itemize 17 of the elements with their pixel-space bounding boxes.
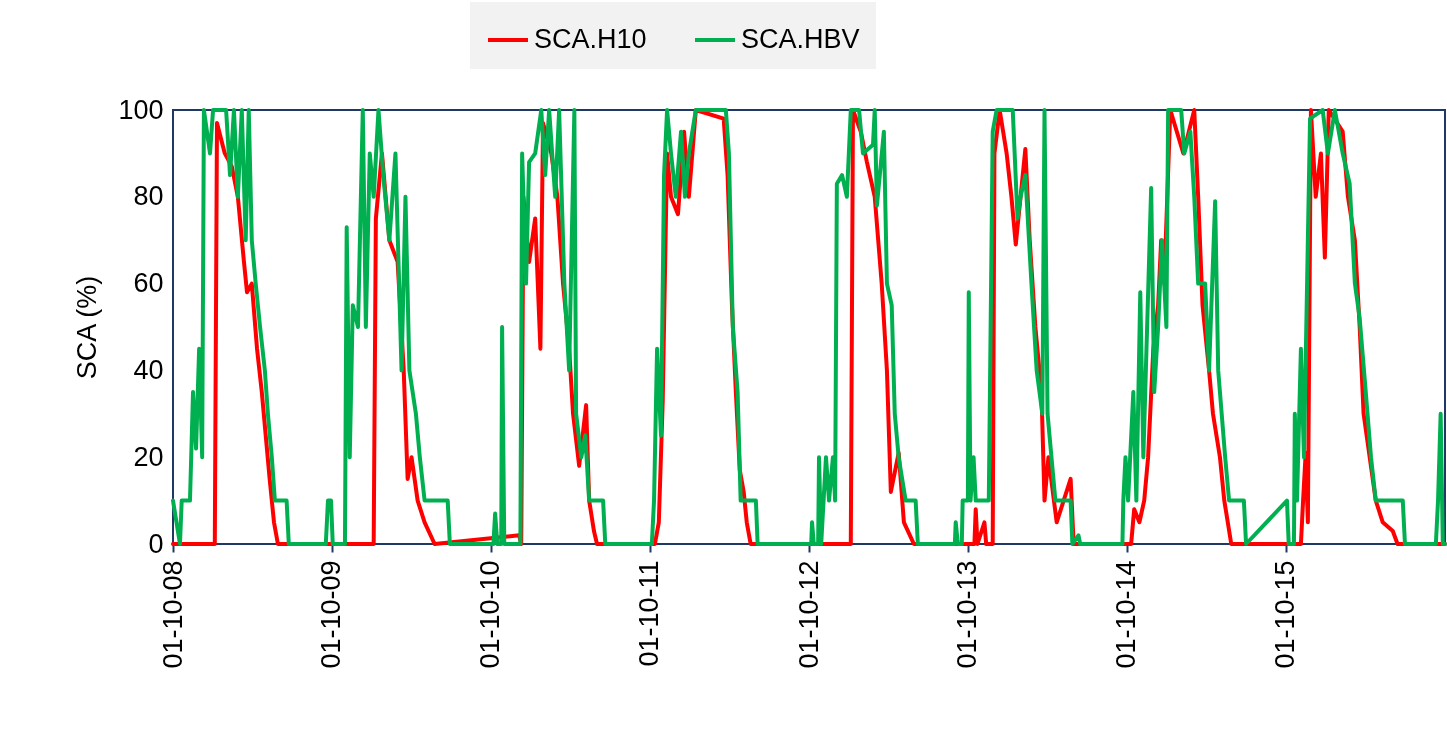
x-tick-label: 01-10-15 <box>1270 560 1301 669</box>
y-tick-label: 40 <box>133 354 164 385</box>
x-tick-label: 01-10-09 <box>316 560 347 669</box>
y-tick-label: 60 <box>133 268 164 299</box>
y-tick-label: 100 <box>118 94 164 125</box>
x-tick-label: 01-10-14 <box>1111 560 1142 669</box>
legend-label: SCA.HBV <box>741 24 860 54</box>
x-tick-label: 01-10-13 <box>952 560 983 669</box>
x-tick-label: 01-10-10 <box>475 560 506 669</box>
y-tick-label: 0 <box>148 528 164 559</box>
y-tick-label: 20 <box>133 441 164 472</box>
legend-label: SCA.H10 <box>534 24 647 54</box>
y-axis-title: SCA (%) <box>72 275 103 380</box>
x-tick-label: 01-10-08 <box>157 560 188 669</box>
x-tick-label: 01-10-11 <box>634 560 665 667</box>
y-tick-label: 80 <box>133 181 164 212</box>
x-tick-label: 01-10-12 <box>793 560 824 669</box>
